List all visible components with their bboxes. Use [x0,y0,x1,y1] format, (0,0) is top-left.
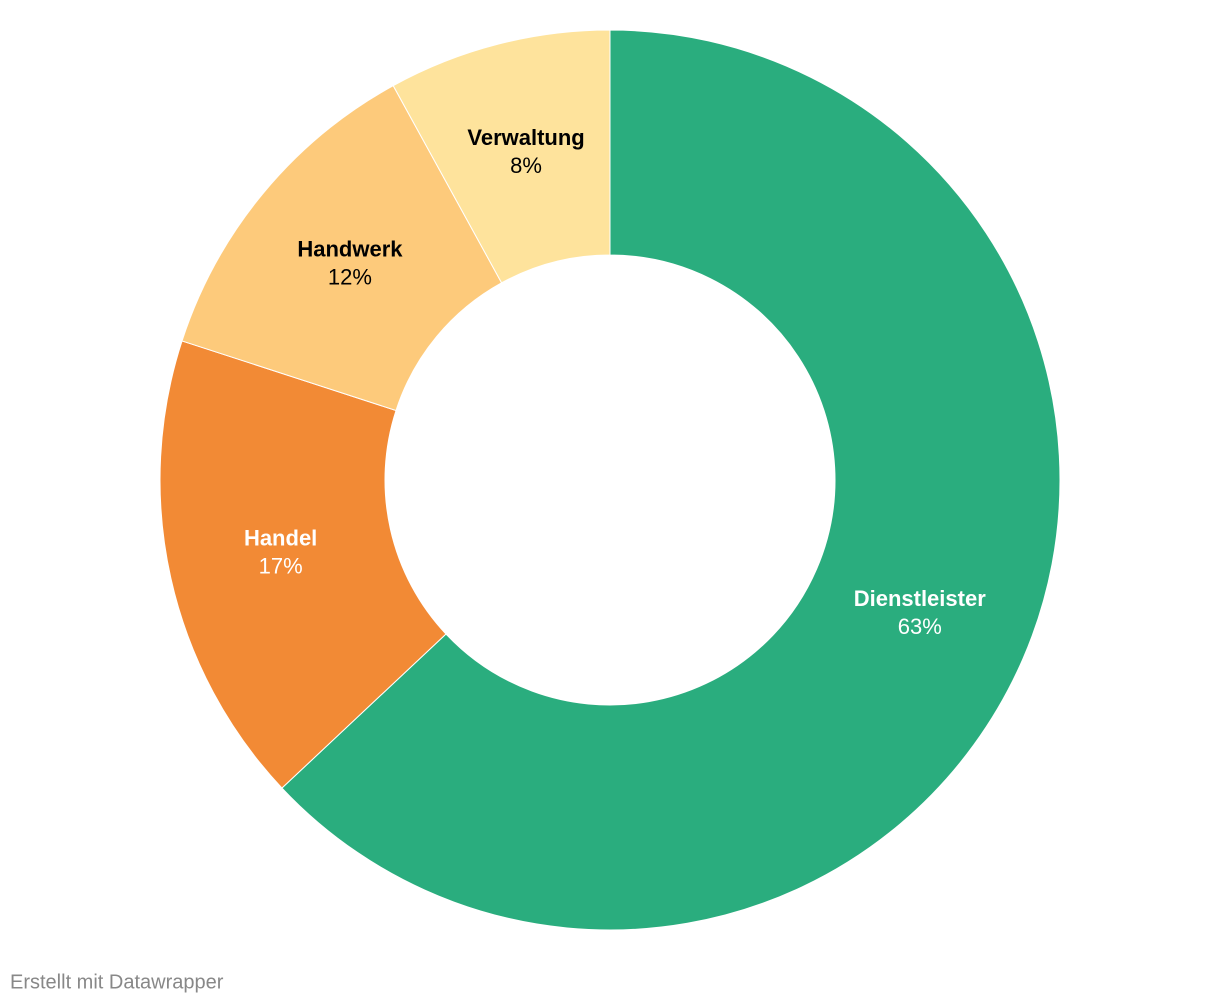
labels: Dienstleister 63% Handel 17% Handwerk 12% Verw… [244,125,986,639]
footer: Erstellt mit Datawrapper [10,971,224,993]
value-label: 63% [898,614,942,639]
donut [159,29,1061,931]
slice [392,29,611,284]
value-label: 17% [259,553,303,578]
slice-label: Verwaltung [467,125,584,150]
slice [281,29,1061,931]
slice [181,84,503,412]
slice [159,340,447,789]
slice-label: Dienstleister [854,586,986,611]
value-label: 8% [510,153,542,178]
slice-label: Handwerk [297,237,403,262]
value-label: 12% [328,265,372,290]
slice-label: Handel [244,525,317,550]
